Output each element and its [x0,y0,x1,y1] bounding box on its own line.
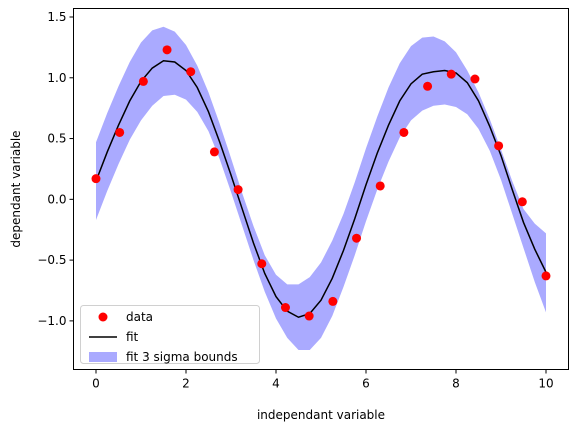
data-point [447,70,456,79]
y-tick-label: −0.5 [37,253,66,267]
data-point [470,75,479,84]
data-point [542,271,551,280]
data-point [163,45,172,54]
data-point [139,77,148,86]
legend-label-fit: fit [126,330,139,344]
x-tick-label: 6 [362,377,370,391]
y-tick-label: 1.5 [47,10,66,24]
data-point [328,297,337,306]
x-tick-label: 4 [272,377,280,391]
x-tick-label: 8 [452,377,460,391]
legend-label-data: data [126,310,153,324]
data-point [305,312,314,321]
data-point [257,259,266,268]
data-point [494,141,503,150]
legend-marker-data [99,313,108,322]
data-point [92,174,101,183]
legend: data fit fit 3 sigma bounds [81,306,260,365]
x-tick-label: 0 [92,377,100,391]
legend-label-band: fit 3 sigma bounds [126,350,238,364]
data-point [518,197,527,206]
data-point [352,234,361,243]
y-axis-label: dependant variable [9,130,23,247]
data-point [281,303,290,312]
x-axis-label: independant variable [257,408,385,422]
x-tick-label: 2 [182,377,190,391]
data-point [186,67,195,76]
data-point [423,82,432,91]
y-tick-label: 1.0 [47,71,66,85]
y-tick-label: −1.0 [37,314,66,328]
data-point [399,128,408,137]
x-tick-label: 10 [538,377,553,391]
data-point [376,181,385,190]
data-point [210,147,219,156]
y-tick-label: 0.0 [47,192,66,206]
data-point [234,185,243,194]
data-point [115,128,124,137]
legend-marker-band [89,352,117,362]
y-tick-label: 0.5 [47,132,66,146]
